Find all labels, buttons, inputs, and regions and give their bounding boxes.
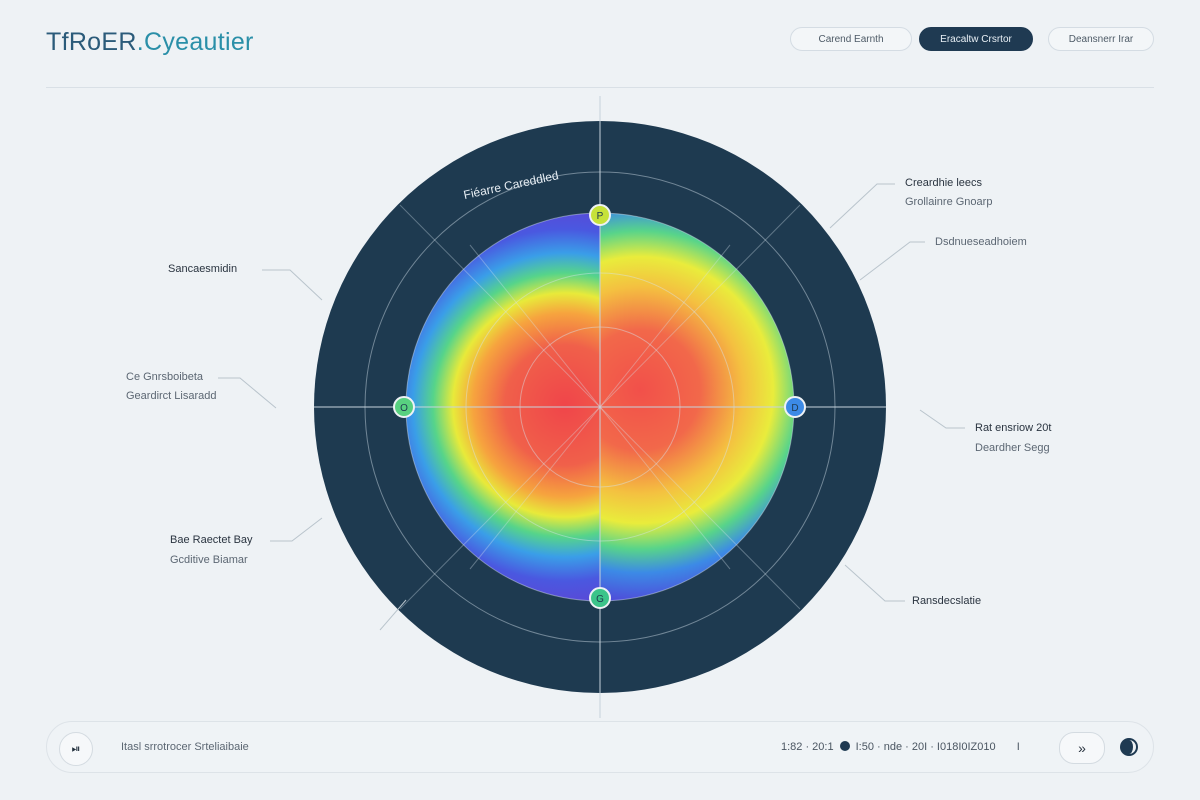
label-left-title: Ce Gnrsboibeta: [126, 371, 204, 383]
label-top-left: Sancaesmidin: [168, 263, 238, 275]
header-divider: [46, 87, 1154, 88]
label-bottom-left-sub: Gcditive Biamar: [170, 554, 248, 566]
playback-status: Itasl srrotrocer Srteliaibaie: [121, 741, 249, 753]
app-logo-icon[interactable]: [1119, 737, 1139, 757]
app-title: TfRoER.Cyeautier: [46, 28, 254, 57]
app-title-main: TfRoER: [46, 28, 137, 56]
marker-right-label: D: [791, 403, 798, 414]
header-button-1[interactable]: Carend Earnth: [790, 27, 912, 51]
label-top-right-sub: Grollainre Gnoarp: [905, 196, 993, 208]
playback-bar: ⏯ Itasl srrotrocer Srteliaibaie 1:82 · 2…: [46, 721, 1154, 773]
readout-end: I: [1016, 741, 1020, 753]
play-pause-icon: ⏯: [71, 742, 81, 755]
header-button-2[interactable]: Eracaltw Crsrtor: [919, 27, 1033, 51]
timeline-readout: 1:82 · 20:1 I:50 · nde · 20I · I018I0IZ01…: [781, 741, 1020, 753]
marker-right[interactable]: D: [784, 396, 806, 418]
marker-bottom[interactable]: G: [589, 587, 611, 609]
readout-values: I:50 · nde · 20I · I018I0IZ010: [855, 741, 996, 753]
label-bottom-left-title: Bae Raectet Bay: [170, 534, 253, 546]
timeline-scrubber[interactable]: [839, 741, 850, 751]
label-right-mid: Dsdnueseadhoiem: [935, 236, 1027, 248]
play-pause-button[interactable]: ⏯: [59, 732, 93, 766]
label-bottom-right: Ransdecslatie: [912, 595, 982, 607]
leader-lines: [218, 183, 965, 631]
readout-start: 1:82 · 20:1: [781, 741, 834, 753]
header-button-3[interactable]: Deansnerr Irar: [1048, 27, 1154, 51]
label-top-right-title: Creardhie leecs: [905, 177, 983, 189]
marker-left-label: O: [400, 403, 408, 414]
marker-top-label: P: [597, 211, 604, 222]
marker-top[interactable]: P: [589, 204, 611, 226]
marker-bottom-label: G: [596, 594, 604, 605]
label-right-sub: Deardher Segg: [975, 442, 1050, 454]
label-right-title: Rat ensriow 20t: [975, 422, 1052, 434]
app-title-accent: .Cyeautier: [136, 28, 254, 56]
next-icon: »: [1078, 740, 1086, 756]
label-left-sub: Geardirct Lisaradd: [126, 390, 217, 402]
marker-left[interactable]: O: [393, 396, 415, 418]
next-button[interactable]: »: [1059, 732, 1105, 764]
